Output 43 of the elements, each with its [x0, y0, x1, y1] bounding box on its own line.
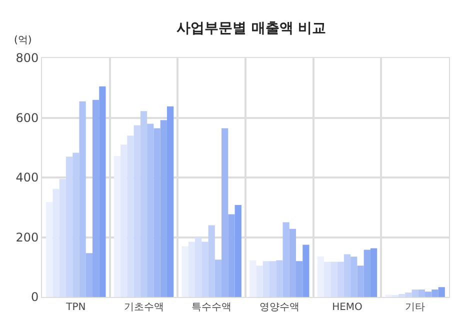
bar: [154, 128, 160, 297]
bar: [234, 204, 242, 297]
bar: [208, 225, 215, 297]
bar: [160, 120, 167, 297]
bar: [364, 250, 370, 297]
x-tick-label: 기타: [405, 302, 426, 313]
bar: [350, 256, 358, 297]
bar: [228, 214, 235, 297]
y-axis-title: (억): [14, 35, 32, 46]
y-tick-label: 400: [16, 170, 39, 185]
bar: [344, 254, 351, 297]
bar: [425, 292, 432, 297]
bar: [296, 261, 303, 297]
bar: [79, 101, 86, 297]
bar: [276, 260, 283, 297]
y-tick-label: 200: [16, 230, 39, 244]
chart-title: 사업부문별 매출액 비교: [176, 20, 326, 37]
bar: [72, 152, 80, 297]
bar: [214, 260, 222, 297]
bar: [418, 290, 426, 297]
bar: [289, 228, 296, 297]
bar: [92, 100, 100, 297]
x-tick-label: 특수수액: [192, 302, 232, 313]
bar: [438, 287, 445, 297]
bar: [222, 128, 228, 297]
y-tick-label: 0: [30, 290, 39, 304]
x-tick-label: TPN: [65, 302, 86, 313]
bar: [282, 222, 290, 297]
x-tick-label: 기초수액: [124, 302, 164, 313]
y-tick-label: 800: [16, 51, 39, 66]
bar: [412, 290, 418, 297]
bar: [370, 248, 378, 297]
x-tick-label: 영양수액: [259, 302, 300, 313]
y-tick-label: 600: [16, 110, 39, 125]
bar: [166, 106, 174, 297]
bar: [140, 111, 148, 297]
x-tick-label: HEMO: [332, 302, 363, 313]
bar: [357, 266, 364, 297]
bar: [147, 124, 154, 297]
bar: [99, 86, 106, 297]
bar: [302, 244, 310, 297]
bar: [432, 290, 438, 297]
bar: [86, 253, 92, 297]
